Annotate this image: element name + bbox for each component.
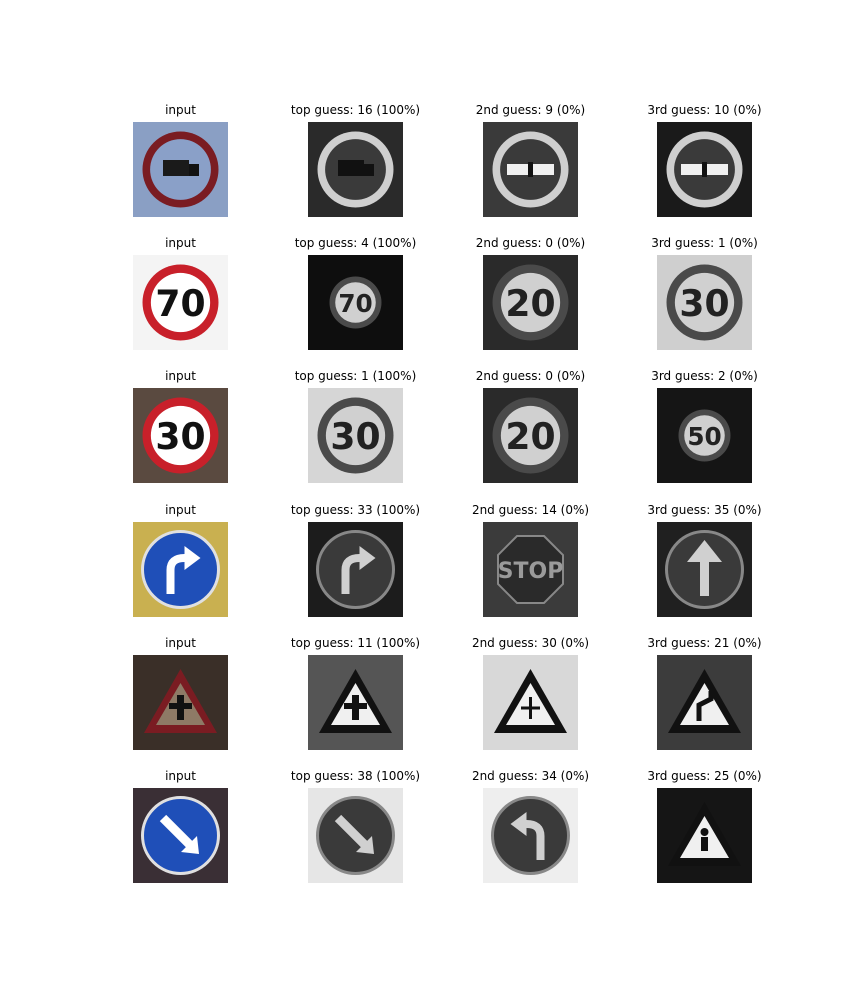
grid-cell: input [93,103,268,217]
grid-cell: 2nd guess: 14 (0%) STOP [443,503,618,617]
cell-caption: input [165,769,196,783]
cell-caption: top guess: 11 (100%) [290,636,421,650]
sign-label: 30 [679,283,729,325]
cell-caption: input [165,369,196,383]
cell-caption: top guess: 33 (100%) [290,503,421,517]
cell-caption: top guess: 16 (100%) [290,103,421,117]
cell-caption: input [165,636,196,650]
grid-cell: input 30 [93,369,268,483]
input-sign-image [133,122,228,217]
grid-cell: 3rd guess: 2 (0%) 50 [617,369,792,483]
cell-caption: 2nd guess: 14 (0%) [471,503,590,517]
cell-caption: 3rd guess: 2 (0%) [651,369,758,383]
guess-sign-image [657,122,752,217]
sign-label: 70 [155,283,205,325]
sign-label: 20 [505,283,555,325]
grid-cell: 3rd guess: 21 (0%) [617,636,792,750]
guess-sign-image: 30 [657,255,752,350]
grid-cell: top guess: 1 (100%) 30 [268,369,443,483]
grid-cell: 2nd guess: 0 (0%) 20 [443,236,618,350]
sign-label: 30 [155,416,205,458]
cell-caption: input [165,236,196,250]
guess-sign-image [308,522,403,617]
guess-sign-image: 20 [483,388,578,483]
guess-sign-image [308,655,403,750]
grid-cell: top guess: 11 (100%) [268,636,443,750]
guess-sign-image: 70 [308,255,403,350]
guess-sign-image [657,788,752,883]
cell-caption: top guess: 1 (100%) [294,369,417,383]
grid-cell: top guess: 38 (100%) [268,769,443,883]
grid-cell: input [93,503,268,617]
grid-cell: 3rd guess: 1 (0%) 30 [617,236,792,350]
cell-caption: 2nd guess: 0 (0%) [475,369,586,383]
guess-sign-image [657,522,752,617]
grid-cell: 2nd guess: 0 (0%) 20 [443,369,618,483]
grid-cell: 2nd guess: 30 (0%) [443,636,618,750]
guess-sign-image: 50 [657,388,752,483]
guess-sign-image [483,788,578,883]
sign-label: 30 [330,416,380,458]
cell-caption: input [165,103,196,117]
cell-caption: 3rd guess: 25 (0%) [647,769,762,783]
cell-caption: 2nd guess: 0 (0%) [475,236,586,250]
grid-cell: 3rd guess: 25 (0%) [617,769,792,883]
grid-cell: input [93,636,268,750]
cell-caption: 2nd guess: 30 (0%) [471,636,590,650]
grid-cell: top guess: 16 (100%) [268,103,443,217]
guess-sign-image [308,122,403,217]
input-sign-image: 70 [133,255,228,350]
cell-caption: 3rd guess: 10 (0%) [647,103,762,117]
cell-caption: 3rd guess: 35 (0%) [647,503,762,517]
input-sign-image [133,788,228,883]
cell-caption: 3rd guess: 21 (0%) [647,636,762,650]
grid-cell: input [93,769,268,883]
guess-sign-image [657,655,752,750]
grid-cell: top guess: 33 (100%) [268,503,443,617]
guess-sign-image: 30 [308,388,403,483]
sign-label: 50 [687,422,721,451]
input-sign-image: 30 [133,388,228,483]
cell-caption: top guess: 4 (100%) [294,236,417,250]
grid-cell: 3rd guess: 10 (0%) [617,103,792,217]
guess-sign-image [308,788,403,883]
sign-label: STOP [498,559,564,584]
sign-label: 70 [338,289,372,318]
grid-cell: 2nd guess: 9 (0%) [443,103,618,217]
input-sign-image [133,522,228,617]
grid-cell: input 70 [93,236,268,350]
sign-label: 20 [505,416,555,458]
cell-caption: input [165,503,196,517]
guess-sign-image: STOP [483,522,578,617]
cell-caption: 3rd guess: 1 (0%) [651,236,758,250]
cell-caption: top guess: 38 (100%) [290,769,421,783]
guess-sign-image [483,655,578,750]
grid-cell: 2nd guess: 34 (0%) [443,769,618,883]
guess-sign-image [483,122,578,217]
grid-cell: top guess: 4 (100%) 70 [268,236,443,350]
input-sign-image [133,655,228,750]
grid-cell: 3rd guess: 35 (0%) [617,503,792,617]
guess-sign-image: 20 [483,255,578,350]
cell-caption: 2nd guess: 34 (0%) [471,769,590,783]
cell-caption: 2nd guess: 9 (0%) [475,103,586,117]
